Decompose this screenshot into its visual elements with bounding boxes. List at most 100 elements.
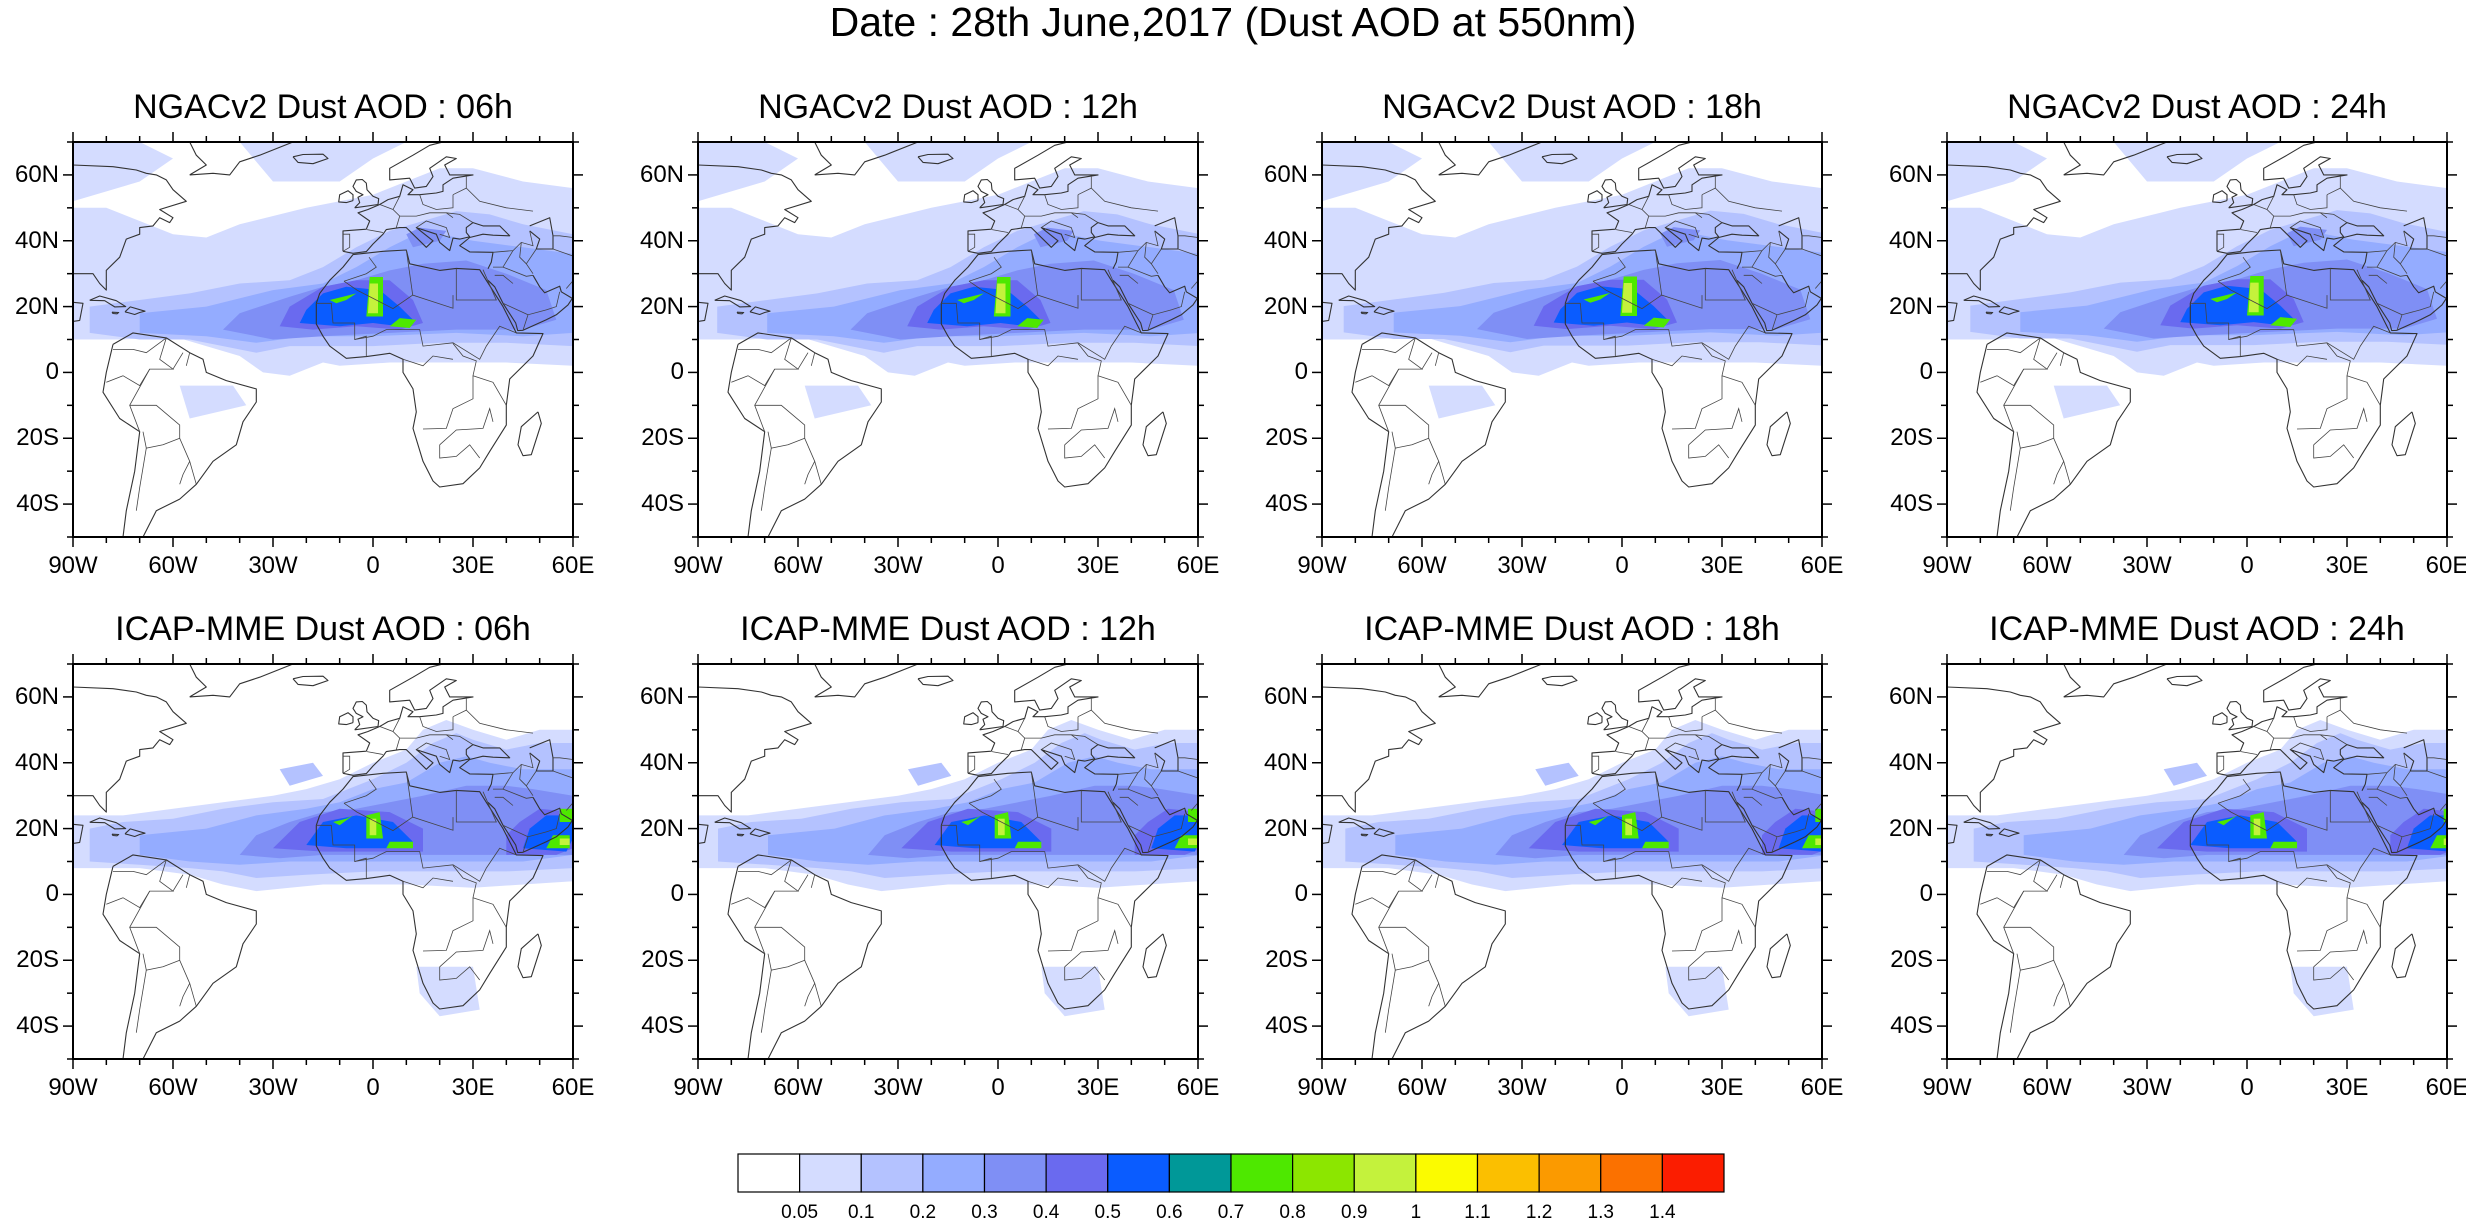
border-line (1771, 813, 1810, 853)
dust-aod-level-l8-2 (2270, 317, 2297, 327)
lon-tick-label: 60E (551, 552, 595, 579)
coastline-cuba (1963, 817, 2001, 830)
coastline-europeWest (967, 664, 1099, 774)
border-line (2399, 248, 2411, 265)
lon-tick-label: 30E (1076, 552, 1120, 579)
border-line (172, 352, 184, 370)
border-line (1097, 897, 1132, 928)
coastline-hispaniola (749, 306, 771, 316)
border-line (797, 874, 809, 892)
border-line (525, 248, 537, 265)
border-line (1671, 865, 1726, 952)
lat-tick-label: 40S (641, 1012, 684, 1040)
border-line (439, 929, 494, 968)
lat-tick-label: 40N (14, 748, 59, 776)
colorbar-swatch-15 (1661, 1153, 1725, 1193)
border-line (1378, 404, 1446, 485)
border-line (446, 212, 474, 223)
border-line (472, 897, 507, 928)
border-line (810, 874, 816, 888)
dust-aod-level-l8-0 (2210, 292, 2237, 303)
border-line (439, 444, 481, 459)
lat-tick-label: 20N (1263, 814, 1308, 842)
lat-tick-label: 60N (639, 682, 684, 710)
colorbar-label: 0.3 (971, 1202, 998, 1223)
lon-tick-label: 60E (1800, 552, 1844, 579)
border-line (1721, 897, 1756, 928)
border-line (1177, 248, 1198, 289)
lat-tick-label: 40N (14, 226, 59, 254)
coastline-northAmerica (73, 164, 187, 322)
border-line (2296, 343, 2351, 430)
lat-tick-label: 20N (14, 292, 59, 320)
border-line (402, 877, 454, 889)
coastline-cuba (1338, 295, 1376, 308)
border-line (2326, 187, 2408, 212)
map-panel-icap-24 (1937, 654, 2457, 1069)
lat-tick-label: 60N (1888, 682, 1933, 710)
lat-tick-label: 20S (1265, 946, 1308, 974)
lat-tick-label: 40S (16, 1012, 59, 1040)
border-line (399, 212, 454, 219)
border-line (419, 716, 454, 732)
coastline-jamaica (736, 311, 745, 315)
coastline-greenland (189, 664, 294, 698)
lon-tick-label: 0 (1615, 552, 1629, 579)
border-line (1064, 407, 1119, 446)
coastline-iceland (2166, 675, 2203, 687)
lon-tick-label: 30W (2122, 552, 2172, 579)
coastline-europeWest (1591, 142, 1723, 252)
border-line (519, 242, 534, 274)
border-line (1127, 250, 1139, 268)
coastline-cuba (714, 295, 752, 308)
lat-tick-label: 40S (1265, 1012, 1308, 1040)
border-line (2266, 196, 2275, 210)
lat-tick-label: 60N (14, 160, 59, 188)
border-line (342, 233, 351, 252)
panel-title-icap-06: ICAP-MME Dust AOD : 06h (115, 610, 531, 648)
coastline-britain (352, 178, 380, 209)
lat-tick-label: 0 (45, 358, 59, 386)
coastline-greenland (814, 664, 919, 698)
border-line (185, 874, 191, 888)
coastline-cuba (89, 295, 127, 308)
colorbar-label: 0.9 (1341, 1202, 1368, 1223)
colorbar-label: 0.4 (1032, 1202, 1060, 1223)
map-panel-icap-18 (1312, 654, 1832, 1069)
coastline-hispaniola (1998, 306, 2020, 316)
coastline-jamaica (1360, 311, 1369, 315)
border-line (366, 751, 384, 755)
border-line (502, 250, 514, 268)
border-line (1080, 790, 1122, 823)
coastline-europe (342, 222, 511, 269)
border-line (968, 802, 1079, 832)
border-line (1071, 212, 1099, 223)
border-line (502, 302, 529, 316)
border-line (1742, 266, 1783, 277)
lat-tick-label: 0 (1294, 880, 1308, 908)
colorbar-swatch-7 (1168, 1153, 1232, 1193)
coastline-madagascar (1766, 411, 1791, 457)
border-line (316, 302, 517, 360)
lat-tick-label: 20N (14, 814, 59, 842)
lat-tick-label: 40N (1888, 748, 1933, 776)
colorbar-swatch-3 (922, 1153, 986, 1193)
lat-tick-label: 40N (1263, 748, 1308, 776)
dust-aod-level-l8-2 (2270, 841, 2297, 849)
lat-tick-label: 40S (1265, 490, 1308, 518)
map-panel-ngac-18 (1312, 132, 1832, 547)
coastline-arabia (487, 797, 573, 854)
dust-aod-level-l8-0 (2217, 815, 2237, 826)
border-line (525, 770, 537, 787)
dust-aod-level-l8-0 (333, 815, 353, 826)
border-line (1064, 444, 1106, 459)
coastline-cuba (714, 817, 752, 830)
border-line (2016, 953, 2054, 971)
border-line (2346, 375, 2381, 406)
border-line (2313, 929, 2368, 968)
border-line (129, 404, 197, 485)
border-line (991, 751, 1009, 755)
border-line (493, 788, 534, 799)
border-line (1695, 212, 1723, 223)
coastline-europe (1591, 222, 1760, 269)
